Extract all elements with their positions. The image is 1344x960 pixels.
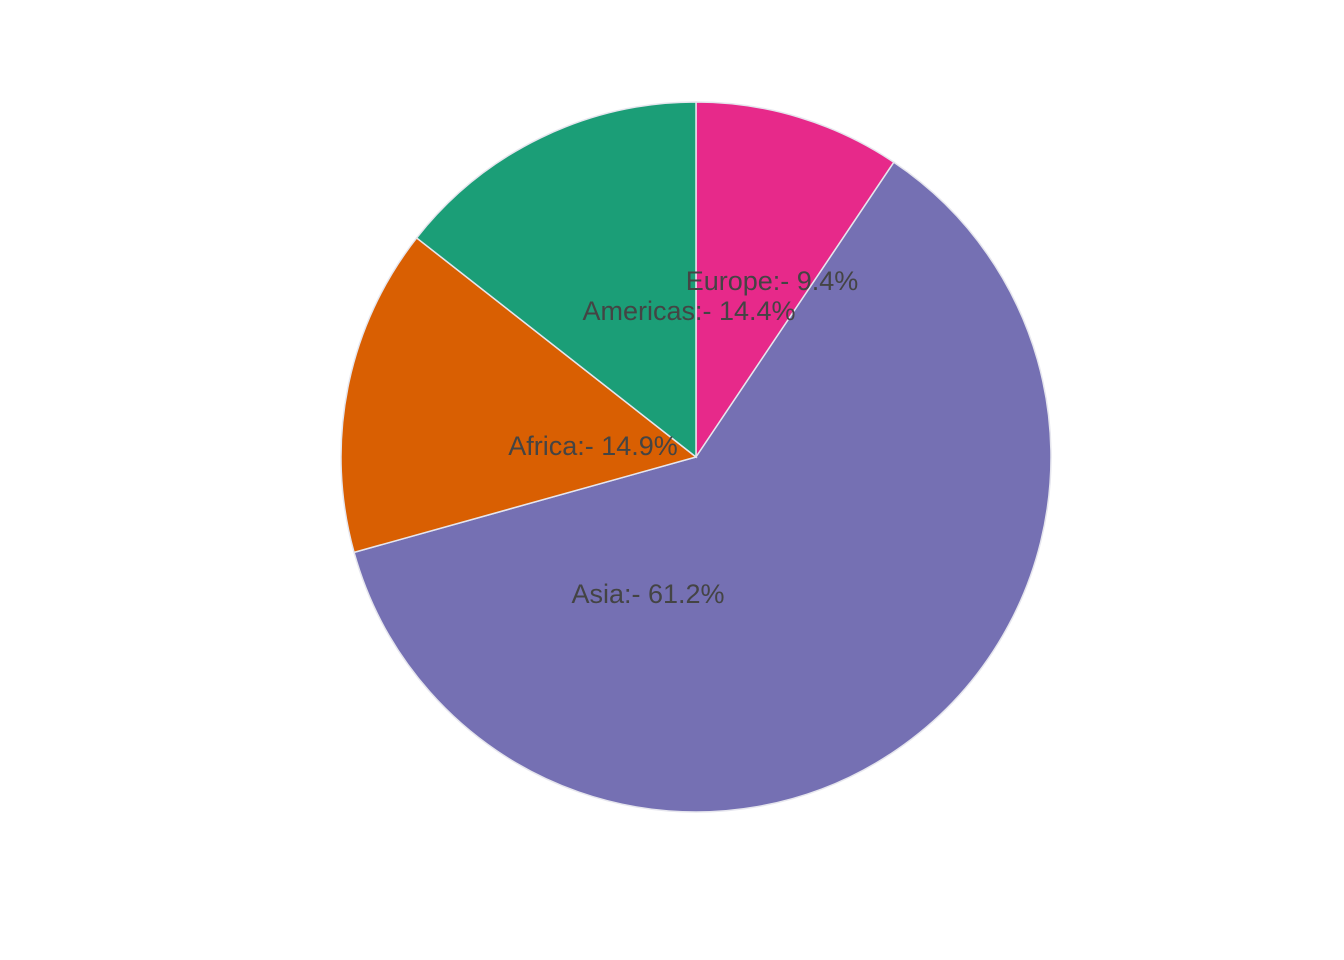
slice-label: Europe:- 9.4% bbox=[686, 266, 859, 296]
pie-slice bbox=[353, 161, 1052, 813]
slice-label: Americas:- 14.4% bbox=[582, 296, 795, 326]
slice-label: Asia:- 61.2% bbox=[571, 579, 724, 609]
pie-slice bbox=[340, 236, 698, 554]
slice-label: Africa:- 14.9% bbox=[508, 431, 678, 461]
pie-slice bbox=[415, 101, 697, 459]
pie-slice bbox=[695, 101, 895, 460]
